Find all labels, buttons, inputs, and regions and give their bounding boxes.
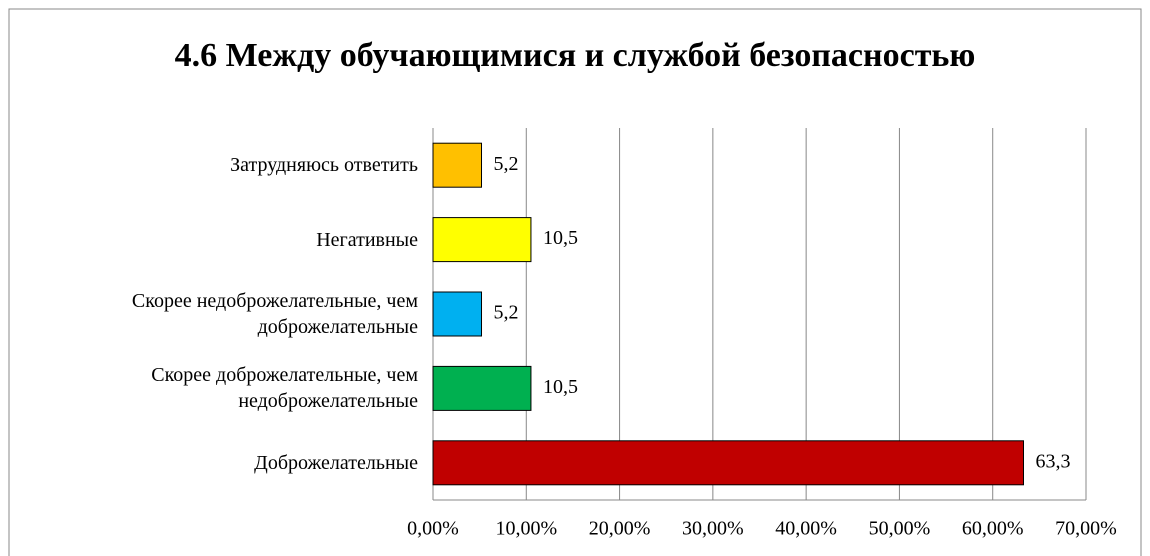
data-label: 5,2 <box>494 153 519 175</box>
bar <box>432 142 483 188</box>
x-tick-label: 30,00% <box>682 518 744 540</box>
x-tick-label: 70,00% <box>1055 518 1117 540</box>
x-tick-label: 20,00% <box>589 518 651 540</box>
x-tick-label: 50,00% <box>869 518 931 540</box>
data-label: 10,5 <box>543 376 578 398</box>
y-tick-label: Доброжелательные <box>254 451 418 474</box>
x-tick-label: 60,00% <box>962 518 1024 540</box>
bar <box>432 440 1024 486</box>
y-tick-label: Скорее недоброжелательные, чем доброжела… <box>131 290 418 338</box>
y-tick-label: Затрудняюсь ответить <box>230 154 418 177</box>
chart-border <box>8 8 1142 556</box>
chart-title: 4.6 Между обучающимися и службой безопас… <box>175 37 976 74</box>
y-tick-label: Негативные <box>316 228 418 251</box>
x-tick-label: 10,00% <box>495 518 557 540</box>
bar <box>432 291 483 337</box>
data-label: 5,2 <box>494 302 519 324</box>
x-tick-label: 0,00% <box>407 518 459 540</box>
bar <box>432 217 532 263</box>
y-tick-label: Скорее доброжелательные, чем недоброжела… <box>151 364 418 413</box>
data-label: 63,3 <box>1035 450 1070 472</box>
bar <box>432 365 532 411</box>
x-tick-label: 40,00% <box>775 518 837 540</box>
data-label: 10,5 <box>543 227 578 249</box>
